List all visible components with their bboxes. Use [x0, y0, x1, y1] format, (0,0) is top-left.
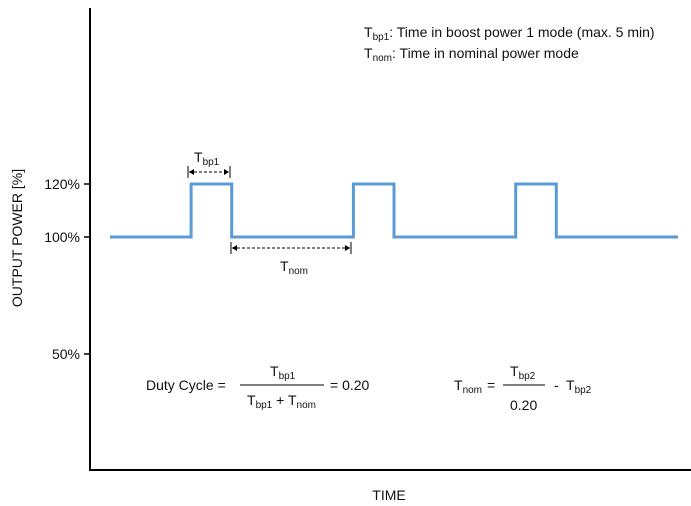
power-series-line — [110, 182, 678, 239]
tnom-arrow-right — [345, 245, 350, 251]
tnom-formula-lhs: Tnom — [454, 377, 482, 396]
x-axis-title: TIME — [372, 487, 405, 503]
y-tick-label-50: 50% — [52, 346, 80, 362]
duty-cycle-numerator: Tbp1 — [270, 363, 296, 382]
duty-cycle-denominator: Tbp1 + Tnom — [247, 392, 316, 411]
tbp1-arrow-right — [224, 169, 229, 175]
tnom-formula-minus: - — [554, 377, 559, 393]
tnom-formula-tail: Tbp2 — [566, 377, 592, 396]
duty-cycle-rhs: = 0.20 — [330, 377, 370, 393]
y-tick-label-120: 120% — [44, 176, 80, 192]
y-tick-label-100: 100% — [44, 229, 80, 245]
tnom-annotation-label: Tnom — [280, 258, 308, 277]
tnom-formula-numerator: Tbp2 — [510, 363, 536, 382]
tnom-formula-equals: = — [487, 377, 495, 393]
y-axis-title: OUTPUT POWER [%] — [9, 169, 25, 307]
legend-line-tnom: Tnom: Time in nominal power mode — [364, 45, 579, 64]
tnom-arrow-left — [232, 245, 237, 251]
tnom-formula-denominator: 0.20 — [510, 397, 537, 413]
legend-line-tbp1: Tbp1: Time in boost power 1 mode (max. 5… — [364, 24, 655, 43]
duty-cycle-lhs: Duty Cycle = — [146, 377, 226, 393]
tbp1-arrow-left — [189, 169, 194, 175]
tbp1-annotation-label: Tbp1 — [194, 149, 220, 168]
